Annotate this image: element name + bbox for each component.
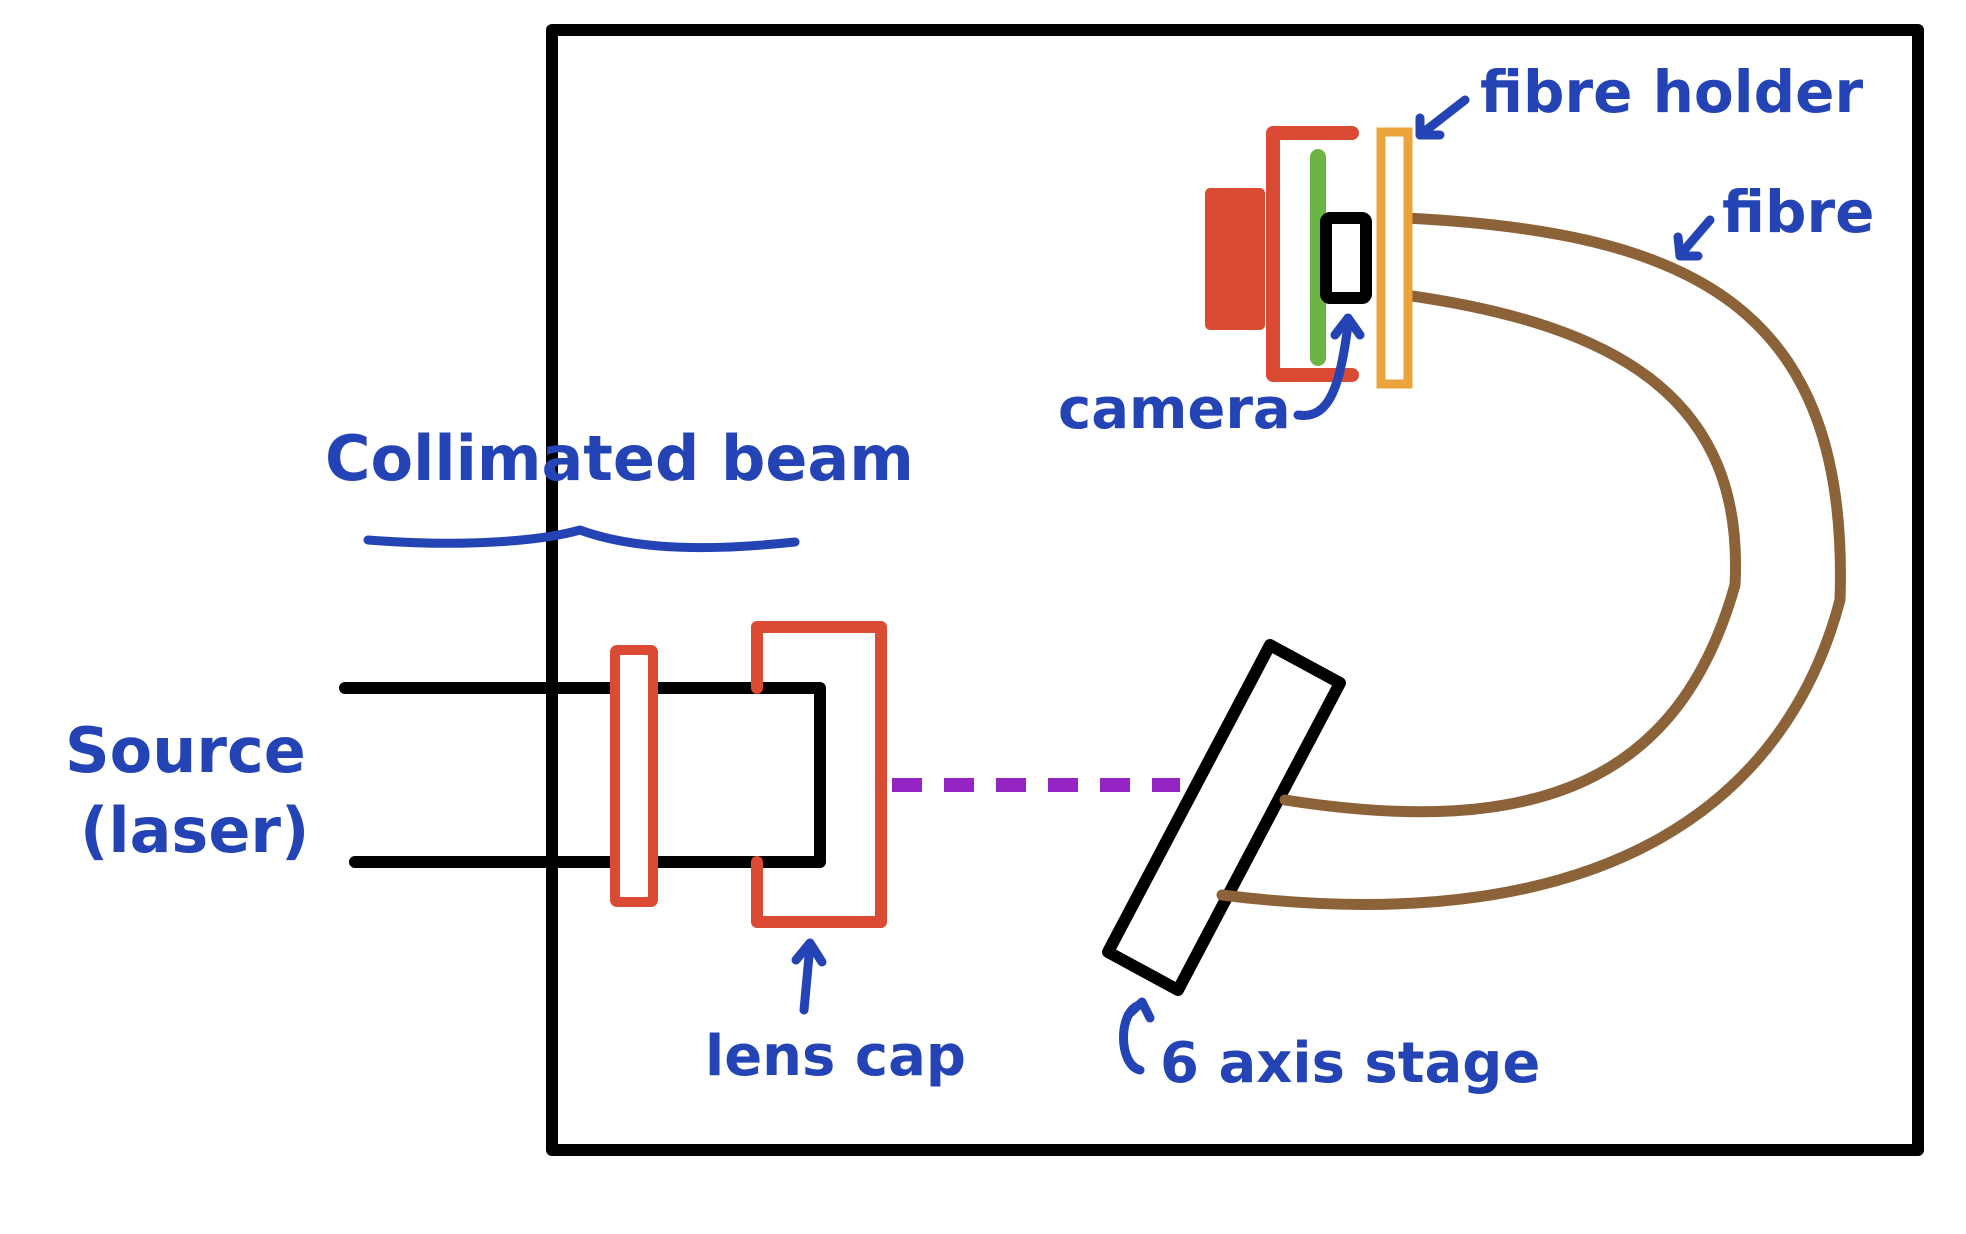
lens-cap-arrow	[799, 940, 815, 1015]
camera-chip	[1320, 212, 1372, 304]
camera-arrow	[1293, 320, 1353, 420]
fibre-arrow	[1675, 215, 1715, 260]
six-axis-stage	[1102, 639, 1346, 996]
annotation-strokes	[363, 95, 1715, 1075]
six-axis-stage-label: 6 axis stage	[1160, 1031, 1540, 1096]
collimated-beam-label: Collimated beam	[325, 422, 914, 495]
fibre-label: fibre	[1722, 178, 1874, 246]
camera-label: camera	[1058, 377, 1291, 442]
camera	[1205, 126, 1372, 382]
fibre-holder-label: fibre holder	[1480, 58, 1864, 126]
fibre	[1216, 212, 1846, 910]
source-label: Source	[65, 714, 306, 787]
enclosure-box	[546, 24, 1924, 1156]
fibre-holder	[1376, 127, 1413, 389]
source-laser-label: (laser)	[80, 794, 309, 867]
collimating-lens	[610, 645, 658, 907]
lens-cap-label: lens cap	[705, 1024, 966, 1089]
lens-cap	[751, 621, 887, 928]
collimated-beam-underline	[363, 525, 800, 553]
laser-source	[339, 682, 826, 868]
fibre-holder-arrow	[1415, 95, 1470, 140]
